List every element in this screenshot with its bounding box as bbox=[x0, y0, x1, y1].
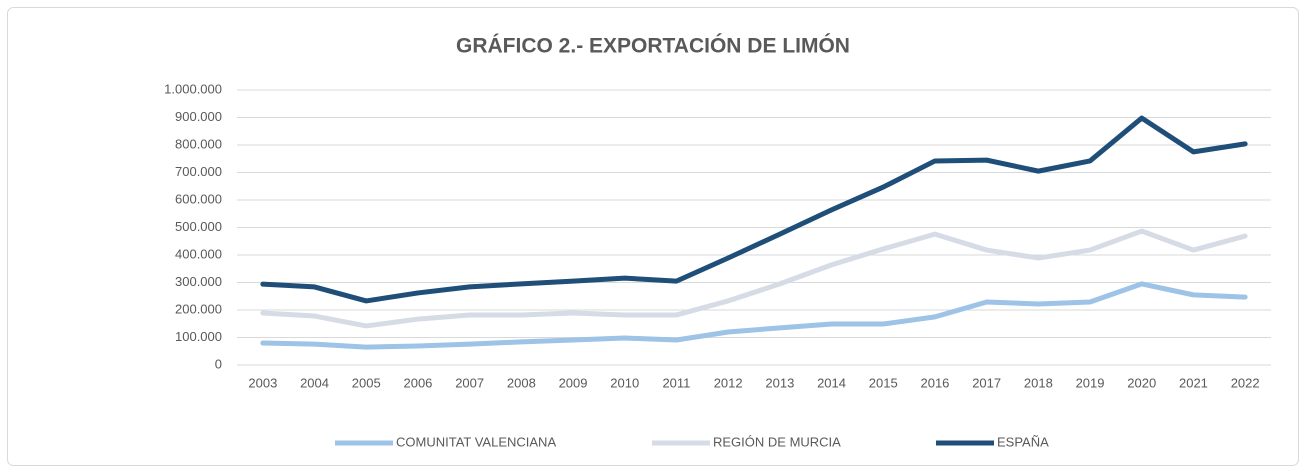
legend-label: COMUNITAT VALENCIANA bbox=[396, 434, 556, 449]
x-tick-label: 2020 bbox=[1127, 375, 1156, 390]
y-tick-label: 400.000 bbox=[175, 246, 222, 261]
y-tick-label: 900.000 bbox=[175, 109, 222, 124]
y-tick-label: 300.000 bbox=[175, 274, 222, 289]
x-tick-label: 2018 bbox=[1024, 375, 1053, 390]
chart-frame bbox=[7, 7, 1299, 466]
x-tick-label: 2010 bbox=[610, 375, 639, 390]
series-line bbox=[260, 281, 1248, 350]
x-tick-label: 2006 bbox=[403, 375, 432, 390]
x-tick-label: 2003 bbox=[248, 375, 277, 390]
y-tick-label: 500.000 bbox=[175, 219, 222, 234]
x-tick-label: 2007 bbox=[455, 375, 484, 390]
legend-label: REGIÓN DE MURCIA bbox=[713, 434, 841, 449]
x-tick-label: 2015 bbox=[869, 375, 898, 390]
legend-label: ESPAÑA bbox=[997, 434, 1049, 449]
x-tick-label: 2013 bbox=[765, 375, 794, 390]
x-tick-label: 2021 bbox=[1179, 375, 1208, 390]
x-tick-label: 2008 bbox=[507, 375, 536, 390]
y-tick-label: 0 bbox=[215, 356, 222, 371]
y-tick-label: 100.000 bbox=[175, 329, 222, 344]
x-tick-label: 2011 bbox=[662, 375, 690, 390]
y-tick-label: 700.000 bbox=[175, 164, 222, 179]
x-tick-label: 2016 bbox=[920, 375, 949, 390]
series-line bbox=[260, 228, 1248, 329]
x-tick-label: 2022 bbox=[1231, 375, 1260, 390]
y-tick-label: 800.000 bbox=[175, 136, 222, 151]
x-tick-label: 2012 bbox=[714, 375, 743, 390]
series-line bbox=[260, 115, 1248, 304]
y-tick-label: 600.000 bbox=[175, 191, 222, 206]
x-tick-label: 2009 bbox=[559, 375, 588, 390]
y-tick-label: 1.000.000 bbox=[164, 81, 222, 96]
x-tick-label: 2019 bbox=[1076, 375, 1105, 390]
x-tick-label: 2004 bbox=[300, 375, 329, 390]
chart-title: GRÁFICO 2.- EXPORTACIÓN DE LIMÓN bbox=[456, 34, 850, 58]
y-tick-label: 200.000 bbox=[175, 301, 222, 316]
x-tick-label: 2017 bbox=[972, 375, 1001, 390]
x-tick-label: 2005 bbox=[352, 375, 381, 390]
x-tick-label: 2014 bbox=[817, 375, 846, 390]
